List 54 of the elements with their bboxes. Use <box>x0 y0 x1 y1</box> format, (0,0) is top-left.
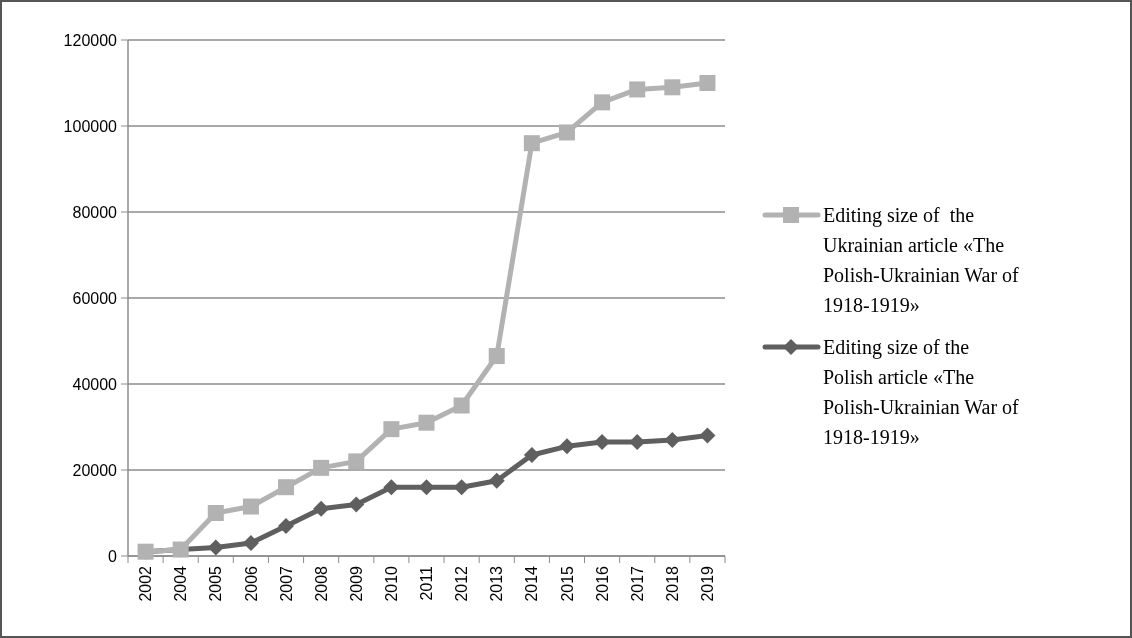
point <box>348 453 365 470</box>
point <box>313 459 330 476</box>
point <box>453 479 470 496</box>
y-tick-label: 120000 <box>63 31 118 49</box>
x-tick-label: 2009 <box>347 565 365 602</box>
legend-label: Editing size of the Polish article «The Polish-Ukrainian War of 1918-1919» <box>823 336 1020 448</box>
x-tick-label: 2007 <box>277 565 295 602</box>
point <box>523 446 540 463</box>
point <box>488 472 505 489</box>
point <box>348 496 365 513</box>
y-tick-label: 100000 <box>63 117 118 135</box>
point <box>313 500 330 517</box>
point <box>242 535 259 552</box>
x-tick-label: 2004 <box>172 565 190 602</box>
point <box>383 479 400 496</box>
legend-label: Editing size of the Ukrainian article «The Polish-Ukrainian War of 1918-1919» <box>823 204 1020 316</box>
point <box>664 79 681 96</box>
y-tick-label: 80000 <box>72 203 118 221</box>
x-tick-label: 2010 <box>382 565 400 602</box>
x-tick-label: 2016 <box>593 565 611 602</box>
x-tick-label: 2005 <box>207 565 225 602</box>
x-tick-label: 2012 <box>453 565 471 602</box>
point <box>278 479 295 496</box>
x-tick-label: 2002 <box>137 565 155 602</box>
x-tick-label: 2017 <box>628 565 646 602</box>
x-tick-label: 2018 <box>663 565 681 602</box>
x-tick-label: 2019 <box>699 565 717 602</box>
point <box>242 498 259 515</box>
x-tick-label: 2008 <box>312 565 330 602</box>
point <box>278 517 295 534</box>
point <box>383 421 400 438</box>
point <box>207 505 224 521</box>
point <box>418 479 435 496</box>
x-tick-label: 2006 <box>242 565 260 602</box>
point <box>523 135 540 152</box>
point <box>418 414 435 431</box>
point <box>453 397 470 414</box>
x-tick-label: 2013 <box>488 565 506 602</box>
point <box>699 75 716 91</box>
point <box>629 81 646 98</box>
point <box>664 431 681 448</box>
point <box>207 539 224 556</box>
y-tick-label: 40000 <box>72 375 118 393</box>
x-tick-label: 2015 <box>558 565 576 602</box>
x-tick-label: 2011 <box>418 565 436 601</box>
y-tick-label: 20000 <box>72 461 118 479</box>
point <box>488 348 505 365</box>
point <box>558 124 575 141</box>
y-tick-label: 60000 <box>72 289 118 307</box>
point <box>699 427 716 444</box>
y-tick-label: 0 <box>108 547 118 565</box>
x-tick-label: 2014 <box>523 565 541 602</box>
point <box>594 94 611 111</box>
point <box>558 438 575 455</box>
